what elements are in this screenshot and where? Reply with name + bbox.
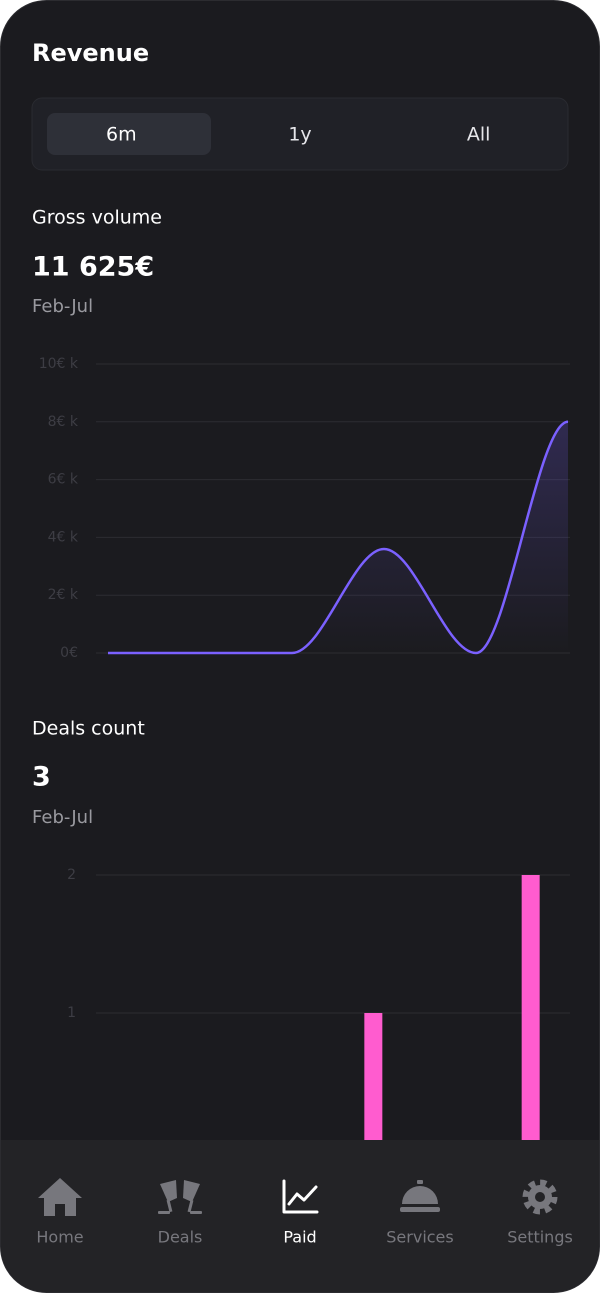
- line: [108, 420, 569, 655]
- y-tick-label: 0€: [60, 645, 78, 661]
- home-icon: [38, 1178, 82, 1216]
- tab-selected[interactable]: [47, 113, 211, 155]
- section-label: Deals count: [32, 718, 145, 740]
- y-tick-label: 6€ k: [48, 472, 79, 488]
- nav-labels: Home Deals Paid Services Settings: [36, 1228, 572, 1247]
- tab-label[interactable]: 6m: [106, 124, 137, 146]
- section-label: Gross volume: [32, 207, 162, 229]
- nav-label[interactable]: Services: [386, 1228, 453, 1247]
- y-tick-label: 8€ k: [48, 414, 79, 430]
- bar: [521, 875, 540, 1151]
- paid-icon: [282, 1179, 319, 1214]
- section-total: 3: [32, 762, 51, 793]
- y-tick-label: 2: [67, 867, 76, 883]
- y-tick-label: 10€ k: [39, 356, 79, 372]
- bar: [364, 1013, 383, 1151]
- y-tick-label: 2€ k: [48, 587, 79, 603]
- nav-icons: [38, 1178, 558, 1216]
- settings-icon: [522, 1179, 558, 1215]
- nav-label[interactable]: Settings: [507, 1228, 573, 1247]
- deals-icon: [158, 1180, 202, 1214]
- charts: 0€ 2€ k 4€ k 6€ k 8€ k 10€ k 1 2: [39, 356, 570, 1151]
- nav-label[interactable]: Home: [36, 1228, 83, 1247]
- y-tick-label: 1: [67, 1005, 76, 1021]
- nav-bar: Home Deals Paid Services Settings: [1, 1140, 599, 1292]
- nav-label[interactable]: Deals: [158, 1228, 203, 1247]
- content: Revenue 6m 1y All Gross volume 11 625€ Feb…: [1, 39, 599, 1292]
- line-area: [108, 421, 568, 653]
- tab-label[interactable]: 1y: [288, 124, 311, 146]
- page-title: Revenue: [32, 39, 149, 67]
- section-period: Feb-Jul: [32, 296, 93, 317]
- y-tick-label: 4€ k: [48, 529, 79, 545]
- services-icon: [400, 1180, 440, 1212]
- nav-background: [1, 1140, 599, 1292]
- nav-label[interactable]: Paid: [283, 1228, 316, 1247]
- tabs: 6m 1y All: [47, 113, 490, 155]
- tab-label[interactable]: All: [467, 124, 491, 146]
- section-period: Feb-Jul: [32, 807, 93, 828]
- section-total: 11 625€: [32, 252, 154, 283]
